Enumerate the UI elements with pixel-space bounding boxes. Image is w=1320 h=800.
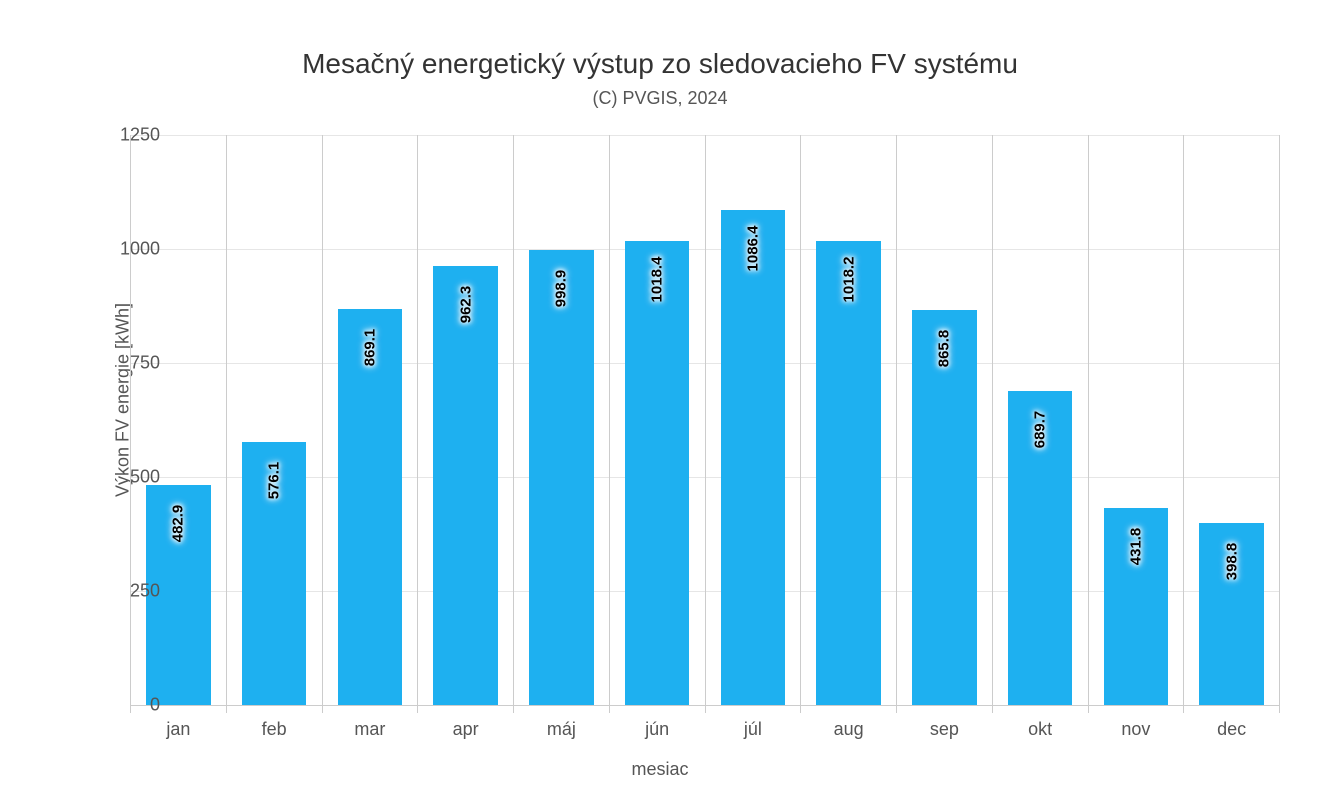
y-tick-label: 750 [100,353,160,374]
bar-slot: 398.8dec [1184,135,1280,705]
bar-value-label: 998.9 [553,269,570,307]
bar: 689.7 [1008,391,1072,706]
y-tick-label: 1250 [100,125,160,146]
bar: 1018.4 [625,241,689,705]
bar-value-label: 869.1 [361,328,378,366]
bar-value-label: 962.3 [457,286,474,324]
bar-slot: 482.9jan [130,135,227,705]
x-tick-label: nov [1089,705,1184,740]
x-tick-label: mar [323,705,418,740]
bar: 1086.4 [721,210,785,705]
bar-slot: 865.8sep [897,135,993,705]
bar-slot: 431.8nov [1089,135,1185,705]
chart-title: Mesačný energetický výstup zo sledovacie… [0,48,1320,80]
chart-subtitle: (C) PVGIS, 2024 [0,88,1320,109]
bar-value-label: 576.1 [266,462,283,500]
bar-slot: 1086.4júl [706,135,802,705]
y-tick-label: 0 [100,695,160,716]
bar-value-label: 865.8 [936,330,953,368]
bar-value-label: 398.8 [1223,543,1240,581]
bar-value-label: 1086.4 [744,225,761,271]
x-tick-label: dec [1184,705,1279,740]
bar-slot: 576.1feb [227,135,323,705]
x-tick-label: apr [418,705,513,740]
x-tick-label: feb [227,705,322,740]
bar: 998.9 [529,250,593,705]
bar: 398.8 [1199,523,1263,705]
bar: 962.3 [433,266,497,705]
bars-row: 482.9jan576.1feb869.1mar962.3apr998.9máj… [130,135,1280,705]
y-tick-label: 1000 [100,239,160,260]
bar-slot: 1018.4jún [610,135,706,705]
x-tick-label: júl [706,705,801,740]
bar-value-label: 1018.4 [649,256,666,302]
x-tick-label: jún [610,705,705,740]
bar-value-label: 689.7 [1032,410,1049,448]
x-tick-mark [1279,705,1280,713]
bar-value-label: 482.9 [170,505,187,543]
bar: 869.1 [338,309,402,705]
x-tick-label: máj [514,705,609,740]
x-tick-label: sep [897,705,992,740]
plot-area: 482.9jan576.1feb869.1mar962.3apr998.9máj… [130,135,1280,705]
bar-slot: 869.1mar [323,135,419,705]
bar: 1018.2 [816,241,880,705]
x-tick-label: aug [801,705,896,740]
y-tick-label: 250 [100,581,160,602]
bar: 576.1 [242,442,306,705]
bar: 431.8 [1104,508,1168,705]
bar-slot: 998.9máj [514,135,610,705]
y-tick-label: 500 [100,467,160,488]
bar-slot: 689.7okt [993,135,1089,705]
x-tick-label: okt [993,705,1088,740]
bar-slot: 962.3apr [418,135,514,705]
bar-value-label: 431.8 [1127,528,1144,566]
bar-slot: 1018.2aug [801,135,897,705]
x-axis-title: mesiac [0,759,1320,780]
chart-container: Mesačný energetický výstup zo sledovacie… [0,0,1320,800]
bar: 865.8 [912,310,976,705]
bar-value-label: 1018.2 [840,256,857,302]
